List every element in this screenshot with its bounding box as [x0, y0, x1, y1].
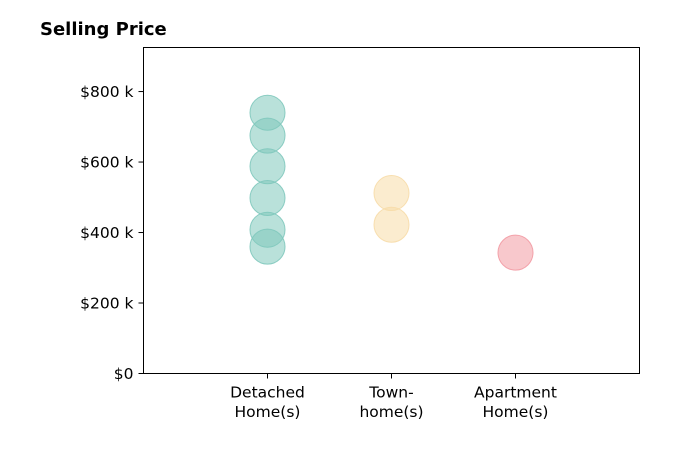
- x-tick-label: Town-: [368, 384, 413, 402]
- x-axis: DetachedHome(s)Town-home(s)ApartmentHome…: [230, 373, 557, 421]
- x-tick-label: Home(s): [483, 403, 549, 421]
- data-point: [249, 117, 286, 154]
- x-tick-label: Detached: [230, 384, 305, 402]
- y-tick-label: $200 k: [80, 295, 133, 313]
- x-tick-label: Home(s): [235, 403, 301, 421]
- data-point: [373, 206, 410, 243]
- y-axis: $0 $200 k $400 k $600 k $800 k: [80, 83, 144, 383]
- data-point: [497, 234, 534, 271]
- y-tick-label: $400 k: [80, 224, 133, 242]
- data-point: [249, 179, 286, 216]
- y-tick-label: $600 k: [80, 154, 133, 172]
- data-points: [249, 94, 534, 271]
- data-point: [249, 148, 286, 185]
- y-tick-label: $800 k: [80, 83, 133, 101]
- x-tick-label: Apartment: [474, 384, 557, 402]
- data-point: [373, 175, 410, 212]
- data-point: [249, 228, 286, 265]
- y-tick-label: $0: [114, 365, 134, 383]
- x-tick-label: home(s): [359, 403, 423, 421]
- chart-title: Selling Price: [40, 19, 167, 40]
